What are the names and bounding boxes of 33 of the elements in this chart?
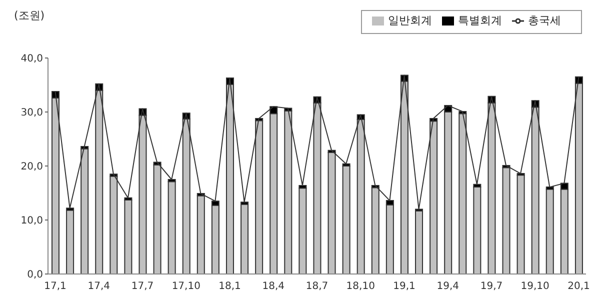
legend-label: 특별회계 bbox=[458, 14, 502, 27]
y-tick-label: 40,0 bbox=[20, 54, 43, 65]
x-tick-label: 18,1 bbox=[218, 281, 241, 292]
y-tick-label: 20,0 bbox=[20, 162, 43, 173]
bar bbox=[546, 188, 554, 274]
x-tick-label: 17,4 bbox=[88, 281, 110, 292]
bar bbox=[168, 181, 176, 274]
x-tick-label: 17,10 bbox=[172, 281, 200, 292]
x-tick-label: 20,1 bbox=[568, 281, 590, 292]
x-tick-label: 19,7 bbox=[480, 281, 503, 292]
bar bbox=[124, 200, 132, 274]
x-tick-label: 17,7 bbox=[131, 281, 154, 292]
bar bbox=[473, 186, 482, 274]
y-axis-title: (조원) bbox=[14, 8, 45, 23]
legend-label: 총국세 bbox=[528, 14, 561, 27]
x-tick-label: 18,4 bbox=[262, 281, 285, 292]
x-tick-label: 17,1 bbox=[44, 281, 66, 292]
bar bbox=[298, 188, 307, 274]
x-tick-label: 19,4 bbox=[436, 281, 459, 292]
y-tick-label: 0,0 bbox=[27, 270, 43, 281]
bar bbox=[342, 166, 350, 274]
bar bbox=[386, 204, 394, 274]
bar bbox=[211, 204, 220, 274]
x-tick-label: 19,1 bbox=[393, 281, 416, 292]
y-tick-label: 10,0 bbox=[20, 216, 43, 227]
x-tick-label: 18,7 bbox=[306, 281, 328, 292]
x-tick-label: 18,10 bbox=[346, 281, 375, 292]
bar bbox=[240, 204, 249, 274]
y-tick-label: 30,0 bbox=[20, 108, 43, 119]
bar bbox=[415, 210, 424, 274]
x-tick-label: 19,10 bbox=[520, 281, 550, 292]
bar bbox=[66, 210, 74, 274]
legend-label: 일반회계 bbox=[388, 14, 432, 27]
